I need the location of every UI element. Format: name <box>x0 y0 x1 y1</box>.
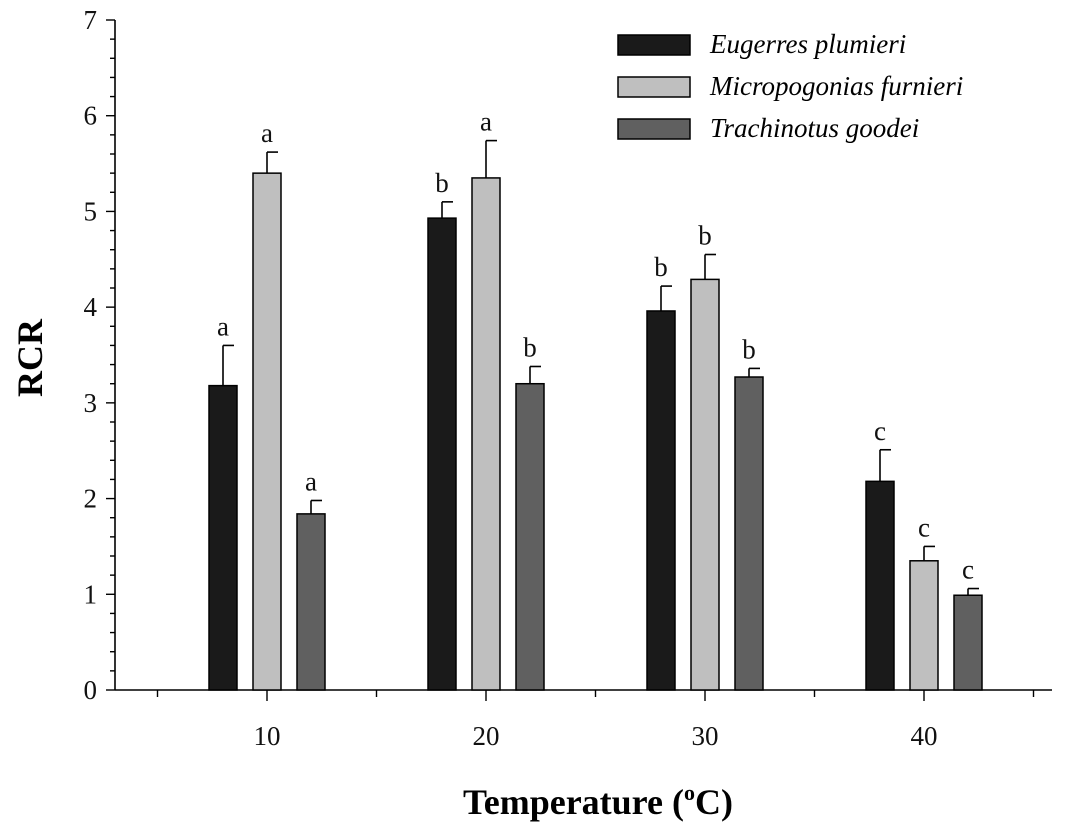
bar <box>471 177 501 691</box>
y-tick-label: 4 <box>84 292 98 322</box>
bar <box>734 376 764 691</box>
significance-label: b <box>435 168 449 198</box>
bar <box>646 310 676 691</box>
x-tick-label: 30 <box>692 721 719 751</box>
y-tick-label: 7 <box>84 5 98 35</box>
bar <box>909 560 939 691</box>
y-tick-label: 0 <box>84 675 98 705</box>
significance-label: b <box>654 252 668 282</box>
y-tick-label: 5 <box>84 196 98 226</box>
legend: Eugerres plumieri Micropogonias furnieri T… <box>617 29 963 143</box>
legend-swatch <box>617 76 691 98</box>
y-axis-title: RCR <box>10 318 50 397</box>
significance-label: b <box>523 332 537 362</box>
y-tick-label: 1 <box>84 579 98 609</box>
significance-label: a <box>217 311 229 341</box>
bar <box>252 172 282 691</box>
legend-swatch <box>617 34 691 56</box>
significance-label: a <box>480 107 492 137</box>
significance-label: b <box>698 221 712 251</box>
significance-label: c <box>918 512 930 542</box>
x-axis-title: Temperature (oC) <box>463 780 733 822</box>
significance-label: c <box>962 555 974 585</box>
significance-label: a <box>305 466 317 496</box>
bar <box>427 217 457 691</box>
y-tick-label: 2 <box>84 484 98 514</box>
y-tick-label: 6 <box>84 101 98 131</box>
bar <box>515 382 545 691</box>
bar <box>953 594 983 691</box>
legend-label: Trachinotus goodei <box>710 113 919 143</box>
legend-swatch <box>617 118 691 140</box>
legend-label: Eugerres plumieri <box>709 29 906 59</box>
significance-label: a <box>261 118 273 148</box>
bar <box>690 278 720 691</box>
significance-label: c <box>874 416 886 446</box>
bar <box>296 513 326 691</box>
bar <box>865 480 895 691</box>
legend-label: Micropogonias furnieri <box>709 71 963 101</box>
significance-label: b <box>742 334 756 364</box>
y-tick-label: 3 <box>84 388 98 418</box>
x-tick-label: 20 <box>473 721 500 751</box>
x-tick-label: 40 <box>911 721 938 751</box>
x-tick-label: 10 <box>254 721 281 751</box>
bar <box>208 384 238 691</box>
